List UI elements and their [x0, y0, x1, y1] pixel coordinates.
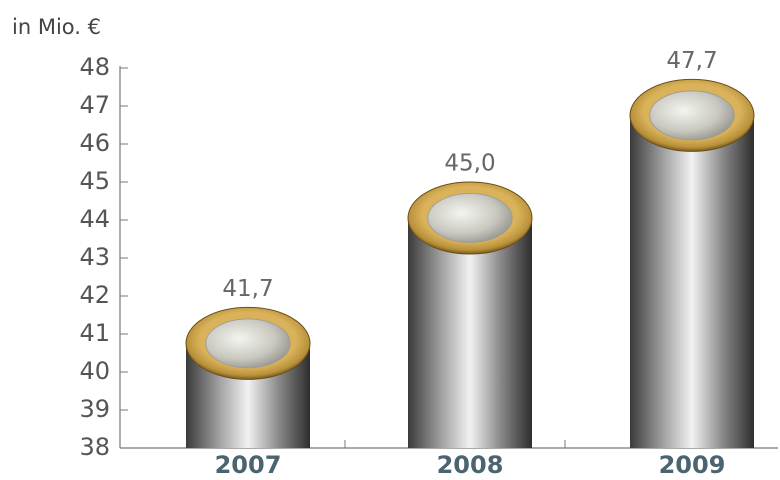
y-tick-label: 46	[79, 129, 110, 157]
coin-center	[205, 318, 291, 369]
y-tick-label: 45	[79, 167, 110, 195]
value-label: 41,7	[222, 276, 273, 302]
coin-cylinder	[629, 78, 755, 449]
y-tick-label: 41	[79, 319, 110, 347]
y-tick-label: 42	[79, 281, 110, 309]
value-label: 47,7	[666, 48, 717, 74]
coin-cylinder	[407, 181, 533, 448]
y-tick-label: 48	[79, 53, 110, 81]
y-tick-label: 39	[79, 395, 110, 423]
bar	[408, 218, 532, 448]
coin-center	[649, 90, 735, 141]
y-tick-label: 44	[79, 205, 110, 233]
value-label: 45,0	[444, 151, 495, 177]
y-tick-label: 38	[79, 433, 110, 461]
y-axis-label: in Mio. €	[12, 15, 101, 39]
coin-cylinder	[185, 306, 311, 448]
y-tick-label: 40	[79, 357, 110, 385]
x-tick-label: 2009	[659, 451, 726, 479]
bar	[630, 115, 754, 449]
x-tick-label: 2008	[437, 451, 504, 479]
coin-center	[427, 193, 513, 243]
y-tick-label: 47	[79, 91, 110, 119]
x-tick-label: 2007	[215, 451, 282, 479]
y-tick-label: 43	[79, 243, 110, 271]
